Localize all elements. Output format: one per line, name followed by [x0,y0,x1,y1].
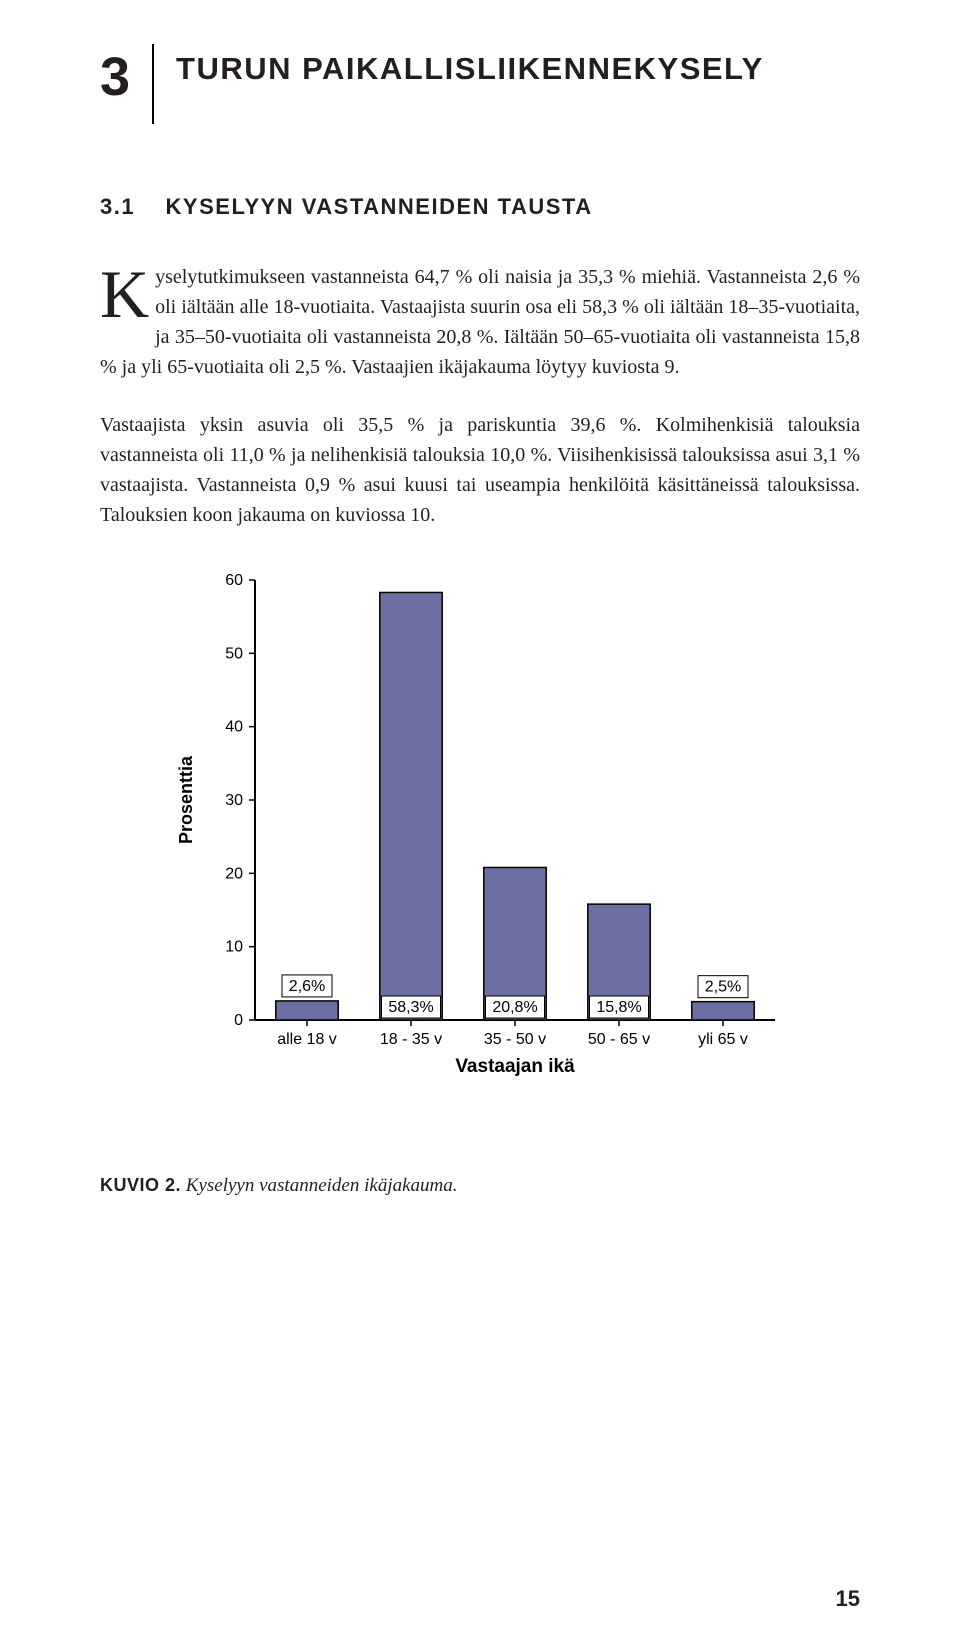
svg-text:2,5%: 2,5% [705,979,741,996]
svg-text:yli 65 v: yli 65 v [698,1031,748,1048]
chapter-title: TURUN PAIKALLISLIIKENNEKYSELY [176,50,764,86]
bar-chart-svg: 0 10 20 30 40 50 60 Prosenttia alle 18 v 2,6% 18 -… [160,570,800,1100]
paragraph-1: Kyselytutkimukseen vastanneista 64,7 % o… [100,262,860,382]
caption-text: Kyselyyn vastanneiden ikäjakauma. [181,1175,457,1196]
section-heading: 3.1 KYSELYYN VASTANNEIDEN TAUSTA [100,194,860,220]
section-number: 3.1 [100,194,135,219]
figure-caption: KUVIO 2. Kyselyyn vastanneiden ikäjakaum… [100,1175,860,1197]
svg-text:0: 0 [234,1012,243,1029]
caption-label: KUVIO 2. [100,1175,181,1195]
svg-text:15,8%: 15,8% [596,999,641,1016]
svg-text:18 - 35 v: 18 - 35 v [380,1031,442,1048]
chapter-divider [152,44,154,124]
svg-text:60: 60 [225,572,243,589]
chapter-header: 3 TURUN PAIKALLISLIIKENNEKYSELY [100,50,860,124]
chapter-number: 3 [100,50,152,104]
section-title: KYSELYYN VASTANNEIDEN TAUSTA [166,194,593,219]
svg-text:20: 20 [225,865,243,882]
svg-text:50: 50 [225,645,243,662]
svg-text:58,3%: 58,3% [388,999,433,1016]
svg-text:20,8%: 20,8% [492,999,537,1016]
svg-text:35 - 50 v: 35 - 50 v [484,1031,546,1048]
svg-text:30: 30 [225,792,243,809]
svg-text:alle 18 v: alle 18 v [277,1031,337,1048]
svg-text:Prosenttia: Prosenttia [176,755,196,844]
svg-text:50 - 65 v: 50 - 65 v [588,1031,650,1048]
svg-text:10: 10 [225,939,243,956]
page-number: 15 [836,1586,860,1612]
svg-text:Vastaajan ikä: Vastaajan ikä [455,1056,575,1077]
svg-text:40: 40 [225,719,243,736]
paragraph-2: Vastaajista yksin asuvia oli 35,5 % ja p… [100,410,860,530]
age-distribution-chart: 0 10 20 30 40 50 60 Prosenttia alle 18 v 2,6% 18 -… [160,570,800,1105]
svg-text:2,6%: 2,6% [289,978,325,995]
